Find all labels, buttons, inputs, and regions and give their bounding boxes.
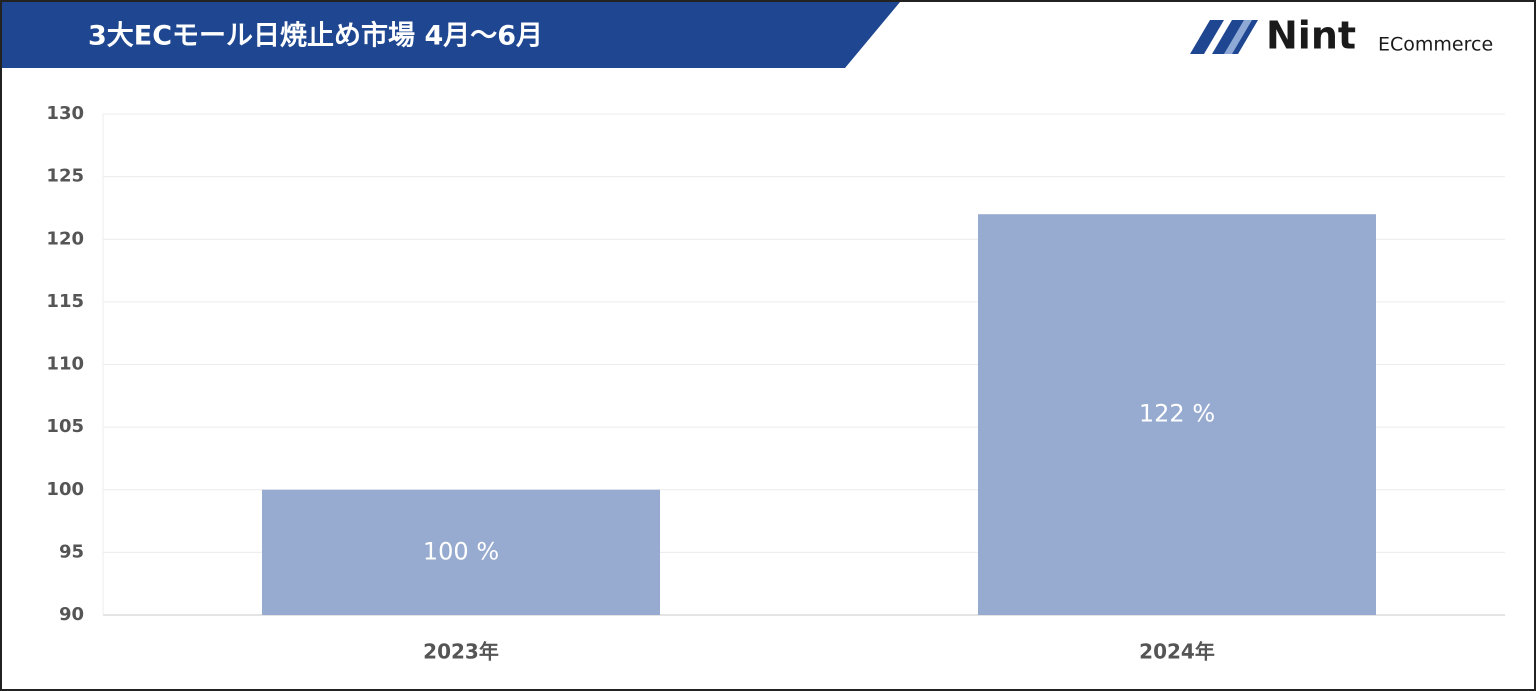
chart-title: 3大ECモール日焼止め市場 4月～6月: [88, 20, 543, 52]
y-tick-label: 120: [46, 228, 84, 249]
title-banner: [2, 2, 900, 68]
bar: [262, 489, 660, 615]
y-tick-label: 90: [59, 604, 84, 625]
y-tick-label: 105: [46, 416, 84, 437]
y-tick-label: 110: [46, 354, 84, 375]
y-tick-label: 95: [59, 541, 84, 562]
y-tick-label: 130: [46, 103, 84, 124]
logo-name: Nint: [1266, 14, 1356, 58]
logo: Nint ECommerce: [1190, 14, 1493, 58]
bar: [978, 214, 1376, 615]
y-tick-label: 115: [46, 291, 84, 312]
x-tick-label: 2023年: [423, 640, 499, 664]
x-tick-label: 2024年: [1139, 640, 1215, 664]
y-tick-label: 100: [46, 479, 84, 500]
data-label: 122 %: [1139, 400, 1215, 428]
logo-mark: [1190, 20, 1224, 54]
y-tick-label: 125: [46, 166, 84, 187]
data-label: 100 %: [423, 537, 499, 565]
logo-mark: [1224, 20, 1252, 54]
logo-tagline: ECommerce: [1378, 34, 1493, 56]
